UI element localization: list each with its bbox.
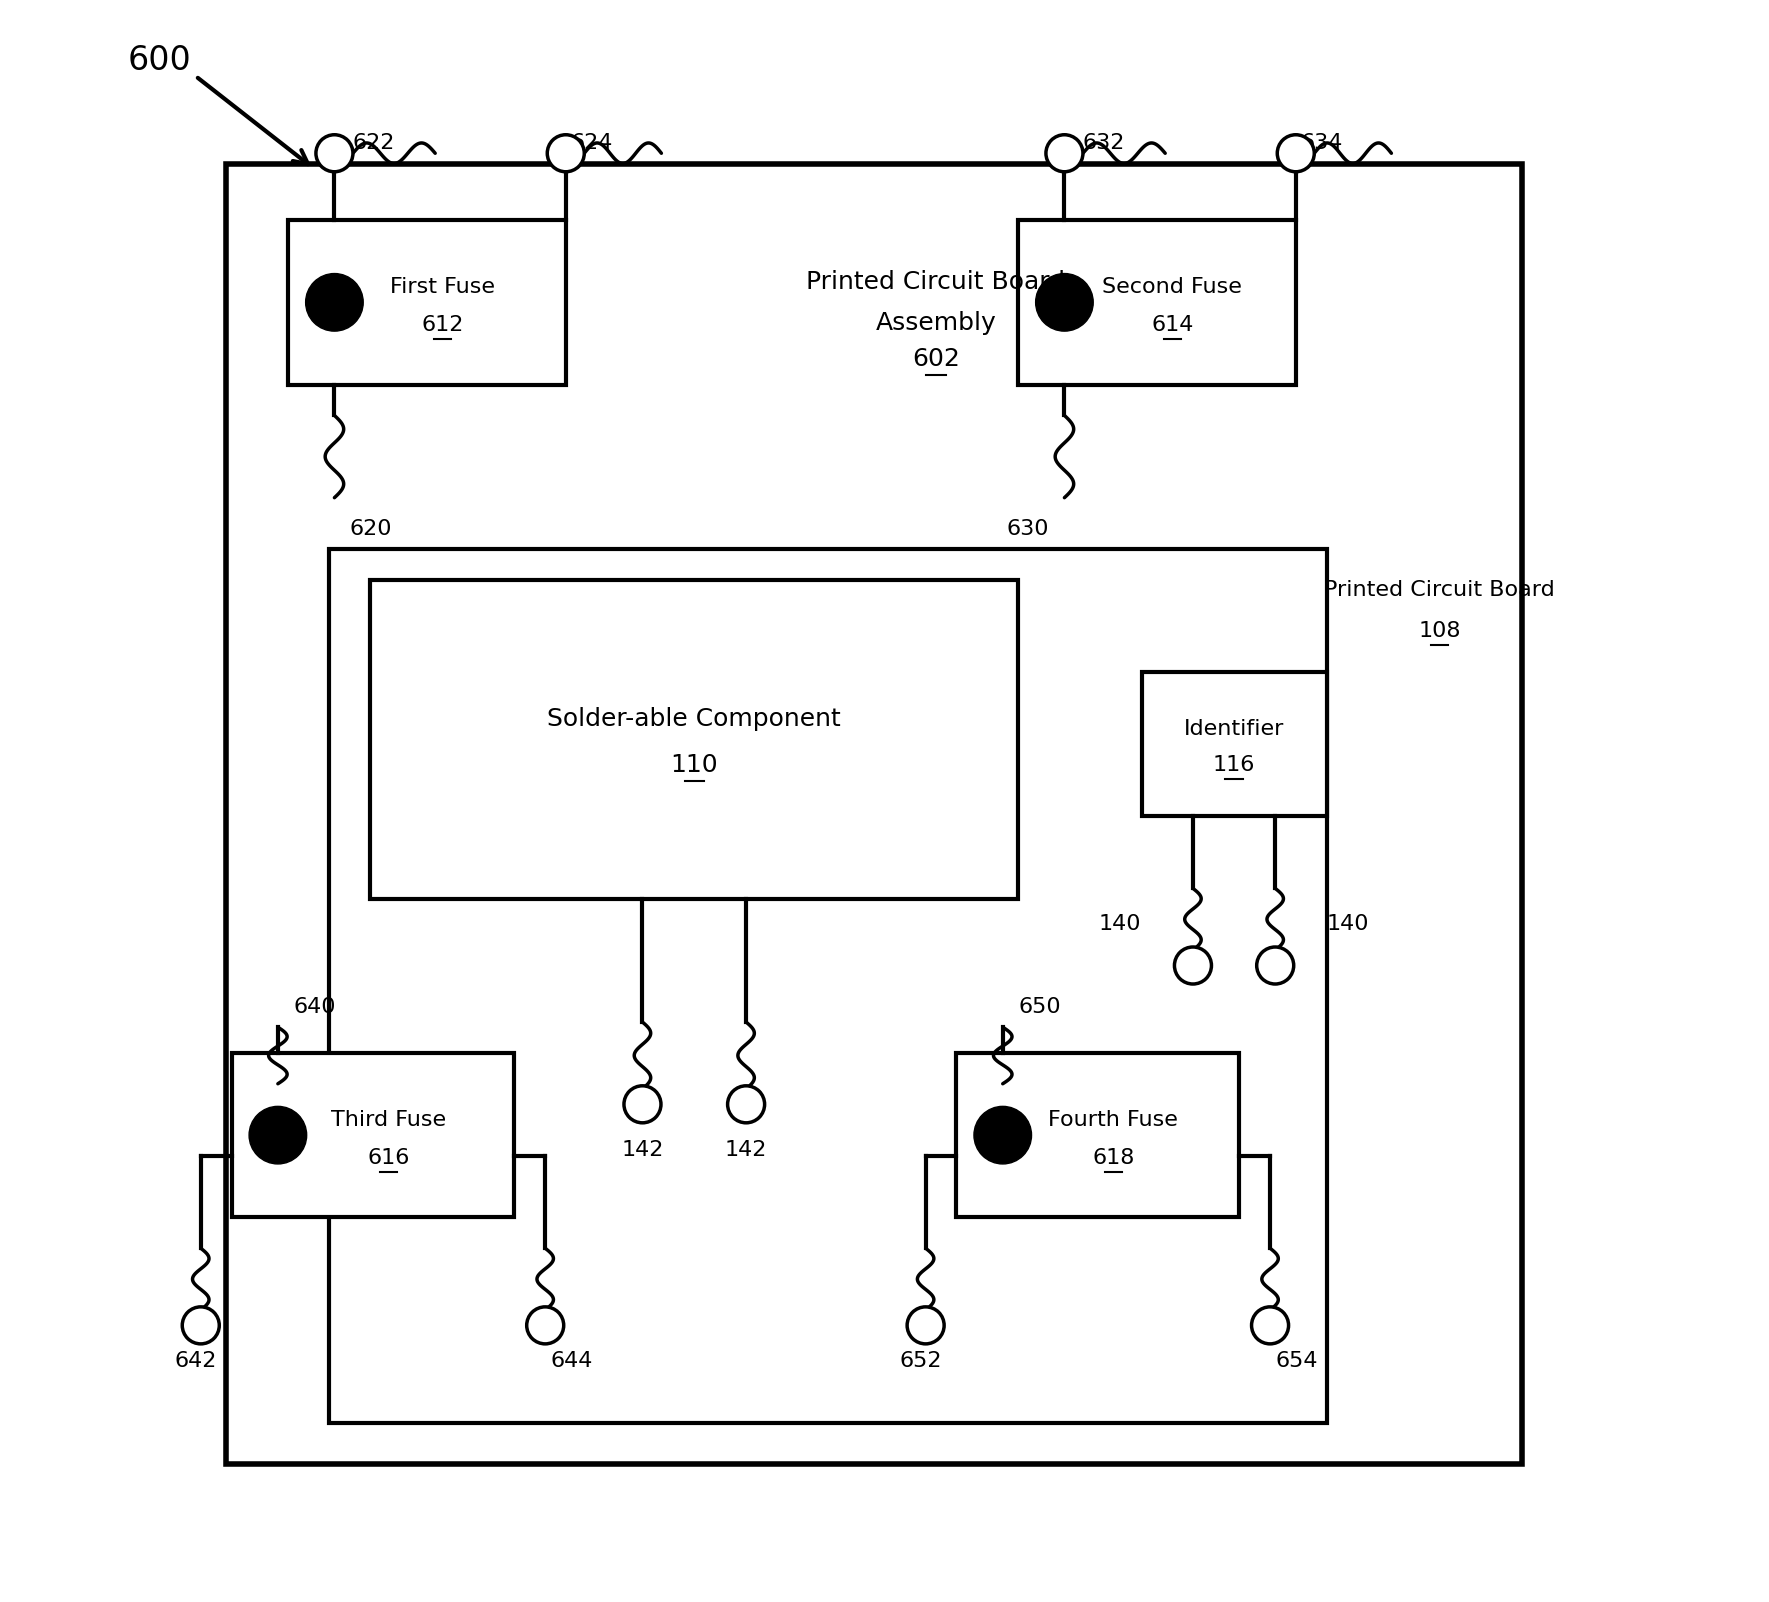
FancyBboxPatch shape	[226, 163, 1521, 1464]
Text: 652: 652	[899, 1350, 941, 1371]
Text: Second Fuse: Second Fuse	[1102, 277, 1242, 296]
Circle shape	[907, 1307, 945, 1344]
Circle shape	[1251, 1307, 1288, 1344]
Text: Printed Circuit Board: Printed Circuit Board	[1325, 580, 1555, 601]
Circle shape	[1277, 135, 1314, 171]
Text: 108: 108	[1419, 622, 1461, 641]
Circle shape	[182, 1307, 219, 1344]
Text: Third Fuse: Third Fuse	[331, 1110, 446, 1129]
FancyBboxPatch shape	[288, 219, 566, 384]
Circle shape	[624, 1086, 662, 1123]
Text: 622: 622	[354, 133, 394, 152]
Text: Assembly: Assembly	[876, 311, 996, 335]
Text: 140: 140	[1099, 915, 1141, 934]
Text: Fourth Fuse: Fourth Fuse	[1049, 1110, 1178, 1129]
Text: Printed Circuit Board: Printed Circuit Board	[807, 269, 1065, 293]
FancyBboxPatch shape	[957, 1053, 1240, 1218]
Text: 142: 142	[725, 1141, 768, 1160]
Text: 618: 618	[1091, 1147, 1134, 1168]
Text: 632: 632	[1083, 133, 1125, 152]
Text: 640: 640	[294, 996, 336, 1017]
Text: 614: 614	[1152, 316, 1194, 335]
Circle shape	[1035, 274, 1093, 332]
FancyBboxPatch shape	[370, 580, 1019, 899]
Text: 616: 616	[368, 1147, 410, 1168]
Text: Solder-able Component: Solder-able Component	[547, 706, 842, 731]
Text: 642: 642	[175, 1350, 218, 1371]
Text: 110: 110	[670, 753, 718, 777]
Text: 142: 142	[621, 1141, 663, 1160]
Text: 654: 654	[1275, 1350, 1318, 1371]
Text: 650: 650	[1019, 996, 1061, 1017]
FancyBboxPatch shape	[1141, 673, 1327, 817]
Text: First Fuse: First Fuse	[389, 277, 495, 296]
FancyBboxPatch shape	[232, 1053, 515, 1218]
Circle shape	[1175, 947, 1212, 984]
Circle shape	[527, 1307, 564, 1344]
Circle shape	[727, 1086, 764, 1123]
Text: 612: 612	[421, 316, 463, 335]
Circle shape	[1256, 947, 1293, 984]
Text: 140: 140	[1327, 915, 1369, 934]
Text: 624: 624	[571, 133, 614, 152]
Text: 600: 600	[127, 45, 191, 77]
Text: Identifier: Identifier	[1183, 719, 1284, 739]
Text: 620: 620	[350, 519, 393, 538]
Text: 602: 602	[913, 348, 961, 372]
Text: 630: 630	[1007, 519, 1049, 538]
Circle shape	[306, 274, 363, 332]
Circle shape	[547, 135, 584, 171]
Circle shape	[1045, 135, 1083, 171]
Text: 634: 634	[1300, 133, 1343, 152]
FancyBboxPatch shape	[1019, 219, 1295, 384]
Circle shape	[249, 1107, 306, 1165]
Circle shape	[975, 1107, 1031, 1165]
FancyBboxPatch shape	[329, 549, 1327, 1423]
Circle shape	[317, 135, 354, 171]
Text: 644: 644	[550, 1350, 593, 1371]
Text: 116: 116	[1214, 755, 1256, 775]
